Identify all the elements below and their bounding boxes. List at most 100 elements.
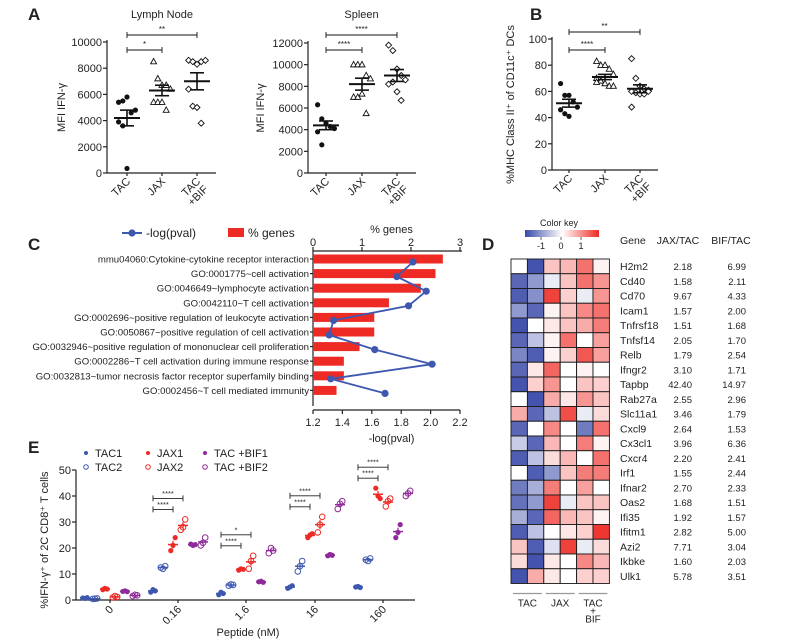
heatmap-cell xyxy=(526,347,545,363)
significance-label: **** xyxy=(294,497,306,506)
data-point xyxy=(184,85,193,93)
gene-name: Oas2 xyxy=(620,497,645,509)
chart-peptide-response: 0 10 20 30 40 50 %IFN-γ⁺ of 2C CD8⁺ T cells 0 0.… xyxy=(39,448,415,639)
legend-label: JAX2 xyxy=(157,462,183,474)
heatmap-cell xyxy=(592,258,610,275)
bif-tac-ratio: 3.04 xyxy=(728,542,747,553)
heatmap-cell xyxy=(510,288,528,304)
bif-tac-ratio: 2.54 xyxy=(728,351,747,362)
data-point xyxy=(201,534,209,541)
significance-bracket xyxy=(568,47,606,53)
legend-label: TAC2 xyxy=(95,462,122,474)
heatmap-cell xyxy=(543,479,561,496)
y-tick-label: 20 xyxy=(535,139,547,151)
gene-name: Tnfsf14 xyxy=(620,335,655,347)
bif-tac-ratio: 1.68 xyxy=(728,321,747,332)
chart-mhc-class-ii: 0 20 40 60 80 100 %MHC Class II⁺ of CD11c⁺ DCs… xyxy=(505,22,658,206)
y-tick-label: 20 xyxy=(59,543,71,555)
significance-label: **** xyxy=(157,500,169,509)
gene-name: Irf1 xyxy=(620,468,635,480)
heatmap-cell xyxy=(592,538,610,555)
y-tick-label: 10 xyxy=(59,569,71,581)
bif-tac-ratio: 2.03 xyxy=(728,557,747,568)
data-point xyxy=(605,65,613,72)
heatmap-cell xyxy=(543,553,561,570)
top-axis-tick-label: 2 xyxy=(408,237,414,249)
y-tick-label: 4000 xyxy=(279,125,303,137)
pval-point xyxy=(393,273,401,281)
heatmap-cell xyxy=(576,332,594,348)
y-tick-label: 8000 xyxy=(78,63,102,75)
data-point xyxy=(362,109,370,117)
category-label: mmu04060:Cytokine-cytokine receptor inte… xyxy=(98,255,309,266)
chart-spleen: Spleen 0 2000 4000 6000 8000 10000 12000 MFI IFN… xyxy=(255,9,416,209)
x-tick-label: 16 xyxy=(304,604,321,621)
data-point xyxy=(318,513,326,521)
y-tick-label: 40 xyxy=(535,113,547,125)
data-point xyxy=(389,46,397,55)
x-tick-label: TAC+BIF xyxy=(178,175,211,208)
heatmap-cell xyxy=(526,509,545,525)
heatmap-cell xyxy=(559,524,578,540)
heatmap-cell xyxy=(559,258,578,275)
color-key-tick-label: 0 xyxy=(558,241,563,251)
heatmap-cell xyxy=(526,435,545,452)
x-tick-label: TAC xyxy=(110,176,134,200)
heatmap-cell xyxy=(592,420,610,437)
top-axis-tick-label: 1 xyxy=(359,237,365,249)
heatmap-cell xyxy=(510,420,528,437)
data-point xyxy=(377,496,383,502)
y-tick-label: 0 xyxy=(96,168,102,180)
top-axis-label: % genes xyxy=(370,224,413,236)
pval-point xyxy=(371,346,379,354)
x-tick-label-group: TAC+BIF xyxy=(623,173,654,206)
data-point xyxy=(601,61,609,68)
pval-line xyxy=(328,261,433,395)
heatmap-cell xyxy=(592,406,610,422)
chart-title: Lymph Node xyxy=(131,9,193,21)
heatmap-cell xyxy=(559,332,578,348)
significance-bracket xyxy=(152,495,184,502)
significance-label: ** xyxy=(159,25,165,34)
y-tick-label: 80 xyxy=(535,60,547,72)
x-axis-label: Peptide (nM) xyxy=(217,627,280,639)
heatmap-cell xyxy=(510,538,528,555)
table-header: Gene xyxy=(620,235,646,247)
jax-tac-ratio: 9.67 xyxy=(674,292,693,303)
bif-tac-ratio: 1.53 xyxy=(728,424,747,435)
heatmap-cell xyxy=(526,553,545,570)
data-point xyxy=(358,60,366,68)
gene-name: Relb xyxy=(620,350,642,362)
category-label: GO:0050867~positive regulation of cell a… xyxy=(100,328,309,339)
heatmap-cell xyxy=(526,420,545,437)
bif-tac-ratio: 1.79 xyxy=(728,410,747,421)
x-tick-label: TAC xyxy=(309,176,333,200)
x-tick-label-group: JAX xyxy=(145,175,168,198)
bar xyxy=(313,342,360,352)
heatmap-cell xyxy=(576,376,594,393)
heatmap-cell xyxy=(543,435,561,452)
jax-tac-ratio: 1.92 xyxy=(674,513,693,524)
chart-lymph-node: Lymph Node 0 2000 4000 6000 8000 10000 MFI IFN-… xyxy=(56,9,216,209)
chart-title: Spleen xyxy=(344,9,378,21)
data-point xyxy=(558,80,564,87)
heatmap-cell xyxy=(510,553,528,570)
x-tick-label: TAC+BIF xyxy=(378,175,411,208)
panel-label-a: A xyxy=(28,5,40,24)
significance-bracket xyxy=(325,32,398,38)
gene-name: Cxcr4 xyxy=(620,453,648,465)
legend-swatch-icon xyxy=(228,228,244,237)
heatmap-cell xyxy=(526,332,545,348)
heatmap-cell xyxy=(559,302,578,319)
significance-label: **** xyxy=(225,536,237,545)
data-point xyxy=(315,129,321,135)
bar xyxy=(313,254,443,264)
heatmap-cell xyxy=(510,258,528,275)
heatmap-cell xyxy=(592,465,610,481)
pval-point xyxy=(327,375,335,383)
gene-name: Ifngr2 xyxy=(620,364,647,376)
x-tick-label-group: TAC xyxy=(110,176,134,200)
bif-tac-ratio: 3.51 xyxy=(728,572,747,583)
heatmap-cell xyxy=(592,361,610,378)
heatmap-cell xyxy=(543,317,561,334)
